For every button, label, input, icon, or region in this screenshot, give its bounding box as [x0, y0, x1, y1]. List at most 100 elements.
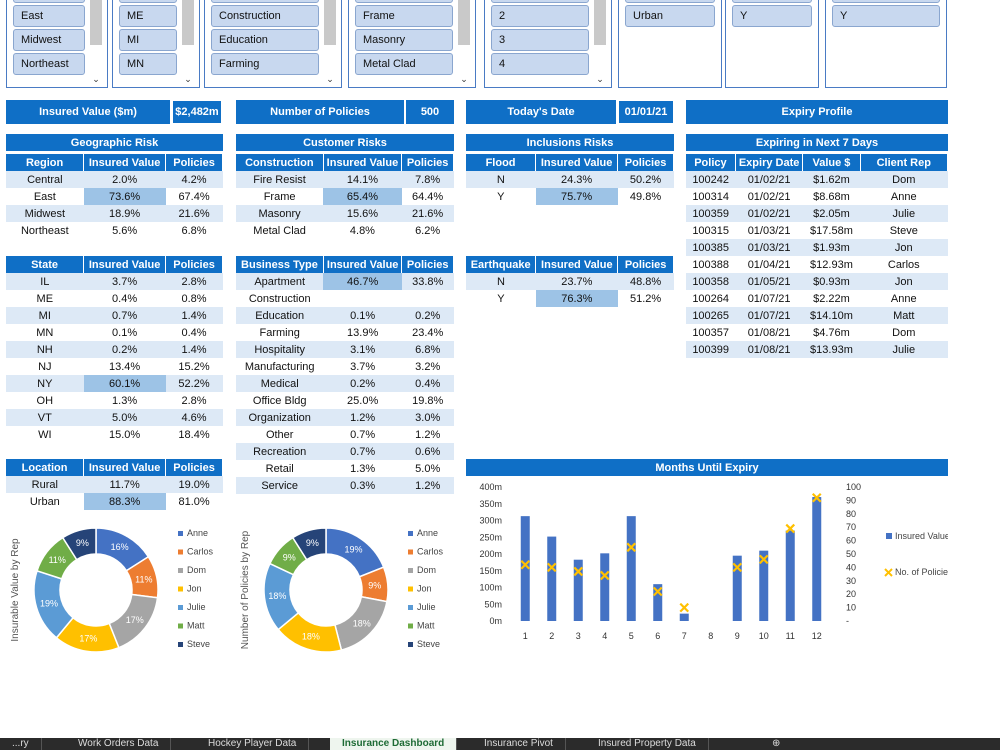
- table-cell: 0.3%: [323, 477, 402, 494]
- sheet-tab[interactable]: Insurance Pivot: [472, 738, 566, 750]
- slicer-item[interactable]: 3: [491, 29, 589, 51]
- slicer-flood[interactable]: NY: [725, 0, 819, 88]
- slicer-item[interactable]: ME: [119, 5, 177, 27]
- slicer-item[interactable]: IL: [119, 0, 177, 3]
- plus-circle-icon[interactable]: ⊕: [772, 738, 781, 749]
- column-header: Insured Value: [323, 256, 403, 273]
- slicer-item[interactable]: Y: [732, 5, 812, 27]
- slicer-item[interactable]: MI: [119, 29, 177, 51]
- legend-label: Anne: [417, 528, 438, 538]
- expiry-profile-title: Expiry Profile: [686, 100, 948, 124]
- slicer-item[interactable]: Education: [211, 29, 319, 51]
- chevron-down-icon[interactable]: ⌄: [92, 74, 100, 84]
- table-cell: 3.7%: [323, 358, 402, 375]
- table-cell: 1.2%: [401, 477, 454, 494]
- slicer-scrollbar[interactable]: [323, 0, 337, 83]
- sheet-tab[interactable]: Hockey Player Data: [196, 738, 310, 750]
- table-cell: Construction: [236, 290, 324, 307]
- table-cell: 01/08/21: [735, 341, 803, 358]
- legend-label: Matt: [187, 621, 205, 631]
- table-cell: 49.8%: [617, 188, 674, 205]
- table-cell: 100314: [686, 188, 736, 205]
- x-axis-tick-label: 1: [523, 631, 528, 641]
- slicer-scrollbar[interactable]: [181, 0, 195, 83]
- table-row: Construction: [236, 290, 454, 307]
- slicer-item[interactable]: N: [832, 0, 940, 3]
- bar-month-9: [732, 555, 742, 621]
- slicer-item[interactable]: N: [732, 0, 812, 3]
- geographic-risk-table: Region Insured Value Policies Central 2.0% 4.…: [6, 154, 223, 239]
- table-cell: 1.2%: [323, 409, 402, 426]
- slicer-item[interactable]: Y: [832, 5, 940, 27]
- slicer-item[interactable]: 2: [491, 5, 589, 27]
- table-row: Y 75.7% 49.8%: [466, 188, 674, 205]
- table-cell: 15.0%: [83, 426, 166, 443]
- table-row: 100399 01/08/21 $13.93m Julie: [686, 341, 948, 358]
- x-axis-tick-label: 10: [759, 631, 769, 641]
- chevron-down-icon[interactable]: ⌄: [596, 74, 604, 84]
- slicer-item[interactable]: Frame: [355, 5, 453, 27]
- slicer-item[interactable]: 1: [491, 0, 589, 3]
- slicer-item[interactable]: Farming: [211, 53, 319, 75]
- slicer-item[interactable]: Rural: [625, 0, 715, 3]
- slicer-item[interactable]: Construction: [211, 5, 319, 27]
- scrollbar-thumb[interactable]: [324, 0, 336, 45]
- insurable-value-donut-chart[interactable]: 16% 11% 17% 17% 19% 11% 9% Insurable Value by R…: [6, 520, 231, 660]
- months-until-expiry-chart[interactable]: 0m 50m 100m 150m 200m 250m 300m 350m 400m - 10 20 30…: [466, 477, 964, 652]
- column-header: Insured Value: [535, 154, 619, 171]
- y2-axis-tick-label: 30: [846, 576, 856, 586]
- slicer-scrollbar[interactable]: [457, 0, 471, 83]
- chevron-down-icon[interactable]: ⌄: [326, 74, 334, 84]
- slicer-item[interactable]: 4: [491, 53, 589, 75]
- slicer-location[interactable]: Rural Urban: [618, 0, 722, 88]
- legend-swatch: [178, 549, 183, 555]
- table-cell: 0.7%: [83, 307, 166, 324]
- scrollbar-thumb[interactable]: [90, 0, 102, 45]
- scrollbar-thumb[interactable]: [594, 0, 606, 45]
- slicer-months[interactable]: 1 234 ⌄: [484, 0, 612, 88]
- slicer-scrollbar[interactable]: [89, 0, 103, 83]
- table-cell: Urban: [6, 493, 84, 510]
- scrollbar-thumb[interactable]: [458, 0, 470, 45]
- slicer-item[interactable]: MN: [119, 53, 177, 75]
- slicer-item[interactable]: East: [13, 5, 85, 27]
- slicer-item[interactable]: Apartment: [211, 0, 319, 3]
- slicer-item[interactable]: Masonry: [355, 29, 453, 51]
- slicer-earthquake[interactable]: NY: [825, 0, 947, 88]
- table-cell: 6.8%: [165, 222, 223, 239]
- scrollbar-thumb[interactable]: [182, 0, 194, 45]
- table-cell: 100399: [686, 341, 736, 358]
- table-cell: Recreation: [236, 443, 324, 460]
- slicer-item[interactable]: Northeast: [13, 53, 85, 75]
- business-type-table: Business Type Insured Value Policies Apartm…: [236, 256, 454, 494]
- table-cell: 15.6%: [323, 205, 402, 222]
- slicer-item[interactable]: Central: [13, 0, 85, 3]
- slicer-item[interactable]: Fire Resist: [355, 0, 453, 3]
- sheet-tab-bar: ...ry Work Orders Data Hockey Player Data I…: [0, 738, 1000, 750]
- y2-axis-tick-label: 50: [846, 549, 856, 559]
- policies-donut-chart[interactable]: 19% 9% 18% 18% 18% 9% 9% Number of Policies by …: [236, 520, 461, 660]
- sheet-tab[interactable]: Work Orders Data: [66, 738, 172, 750]
- sheet-tab[interactable]: Insurance Dashboard: [330, 738, 458, 750]
- table-row: Y 76.3% 51.2%: [466, 290, 674, 307]
- chevron-down-icon[interactable]: ⌄: [184, 74, 192, 84]
- sheet-tab[interactable]: ...ry: [0, 738, 42, 750]
- slicer-item[interactable]: Metal Clad: [355, 53, 453, 75]
- table-cell: 100388: [686, 256, 736, 273]
- table-row: ME 0.4% 0.8%: [6, 290, 223, 307]
- chevron-down-icon[interactable]: ⌄: [460, 74, 468, 84]
- table-cell: 67.4%: [165, 188, 223, 205]
- y-axis-tick-label: 300m: [479, 516, 502, 526]
- slicer-scrollbar[interactable]: [593, 0, 607, 83]
- slicer-item[interactable]: Urban: [625, 5, 715, 27]
- slicer-item[interactable]: Midwest: [13, 29, 85, 51]
- donut-data-label: 11%: [135, 574, 152, 584]
- policy-marker-month-4: [599, 570, 610, 581]
- table-cell: 01/02/21: [735, 205, 803, 222]
- table-cell: 5.0%: [83, 409, 166, 426]
- sheet-tab[interactable]: Insured Property Data: [586, 738, 709, 750]
